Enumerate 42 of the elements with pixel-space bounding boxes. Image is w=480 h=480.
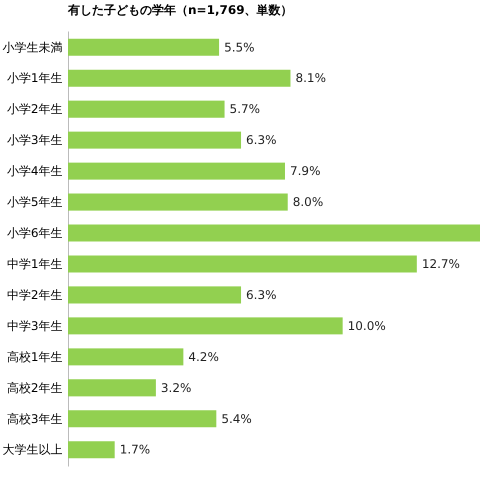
bar (68, 255, 417, 272)
data-label: 5.4% (221, 412, 252, 426)
y-tick-label: 小学5年生 (6, 195, 62, 210)
y-tick-label: 高校3年生 (6, 412, 62, 426)
bar (68, 70, 290, 87)
data-label: 6.3% (246, 288, 277, 302)
y-tick-label: 小学1年生 (6, 71, 62, 86)
data-label: 7.9% (290, 164, 320, 178)
y-tick-label: 高校2年生 (6, 380, 62, 395)
y-tick-label: 中学2年生 (6, 288, 62, 302)
data-label: 4.2% (188, 350, 219, 364)
y-tick-label: 小学生未満 (2, 40, 62, 54)
bar (68, 100, 225, 118)
y-tick-label: 大学生以上 (2, 442, 62, 457)
y-tick-label: 小学4年生 (6, 164, 62, 178)
chart-title: 有した子どもの学年（n=1,769、単数） (67, 3, 293, 17)
data-label: 12.7% (422, 256, 460, 271)
bar (68, 379, 156, 396)
y-tick-label: 中学3年生 (6, 318, 62, 333)
bar (68, 38, 220, 56)
bar (68, 348, 184, 366)
y-tick-label: 高校1年生 (6, 350, 62, 364)
bar (68, 317, 343, 334)
bar (68, 194, 288, 211)
bar (68, 224, 480, 242)
data-label: 6.3% (246, 133, 277, 148)
data-label: 8.1% (295, 71, 326, 86)
data-label: 8.0% (292, 195, 324, 210)
data-label: 5.5% (224, 40, 255, 54)
y-tick-label: 小学3年生 (6, 133, 62, 148)
data-label: 1.7% (120, 442, 150, 457)
bar (68, 286, 242, 304)
bar (68, 410, 216, 428)
y-tick-label: 中学1年生 (6, 256, 62, 271)
y-tick-label: 小学2年生 (6, 102, 62, 116)
bar (68, 162, 285, 180)
data-label: 5.7% (230, 102, 260, 116)
y-tick-label: 小学6年生 (6, 226, 62, 240)
bar (68, 132, 242, 149)
bar (68, 441, 115, 458)
data-label: 10.0% (348, 318, 386, 333)
data-label: 3.2% (160, 380, 192, 395)
